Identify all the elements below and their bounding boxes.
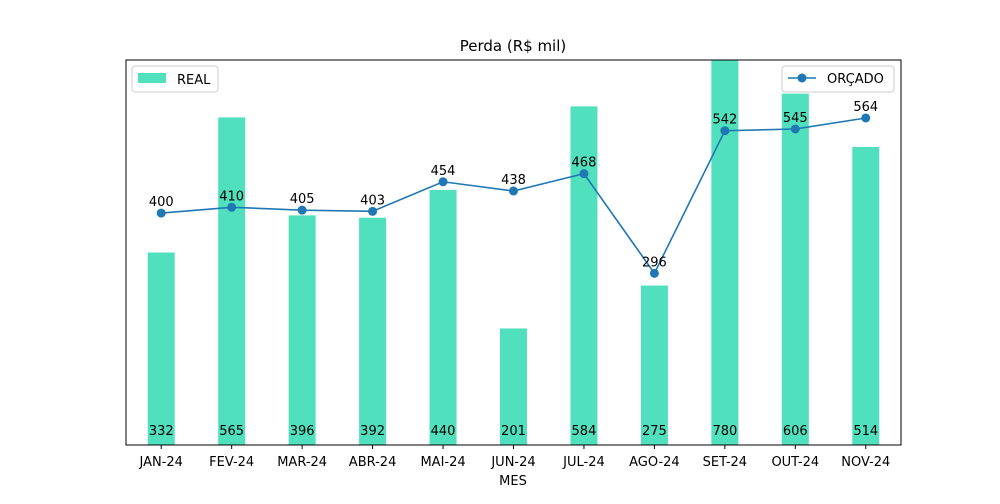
bar-mai-24 [429,189,457,445]
x-axis-label: MES [499,474,527,489]
bar-ago-24 [640,285,668,445]
x-tick-label: NOV-24 [841,455,890,470]
bar-value-label: 584 [572,424,597,439]
legend-orcado-box [781,65,895,93]
bar-nov-24 [852,146,880,445]
orcado-line [161,117,866,275]
bar-value-label: 514 [853,424,878,439]
orcado-point-set-24 [720,126,730,136]
orcado-value-label: 403 [360,193,385,208]
bar-value-label: 396 [290,424,315,439]
bar-out-24 [781,93,809,445]
orcado-value-label: 438 [501,173,526,188]
legend-real-swatch [138,73,166,83]
bar-value-label: 201 [501,424,526,439]
orcado-value-label: 564 [853,100,878,115]
bar-jun-24 [500,328,527,445]
orcado-point-ago-24 [649,268,659,278]
legend-orcado-label: ORÇADO [827,72,884,87]
x-tick-label: AGO-24 [629,455,680,470]
orcado-value-label: 296 [642,255,667,270]
orcado-value-label: 405 [290,192,315,207]
orcado-point-fev-24 [227,202,237,212]
bar-value-label: 780 [712,424,737,439]
bar-value-label: 440 [431,424,456,439]
orcado-point-mai-24 [438,177,448,187]
bar-jan-24 [147,252,175,445]
legend-real: REAL [131,65,219,93]
bar-value-label: 565 [219,424,244,439]
chart-title: Perda (R$ mil) [460,37,567,55]
x-tick-label: OUT-24 [771,455,819,470]
x-tick-label: SET-24 [703,455,747,470]
bar-value-label: 392 [360,424,385,439]
x-tick-label: ABR-24 [349,455,397,470]
orcado-value-label: 542 [712,113,737,128]
orcado-point-jul-24 [579,169,589,179]
orcado-line-series [156,113,871,278]
orcado-point-out-24 [790,124,800,134]
x-tick-label: MAR-24 [277,455,327,470]
legend-real-label: REAL [177,73,211,88]
x-axis-ticks: JAN-24 FEV-24 MAR-24 ABR-24 MAI-24 JUN-24 JUL-… [138,445,890,470]
orcado-value-label: 454 [431,164,456,179]
bar-mar-24 [288,215,316,445]
x-tick-label: JUL-24 [562,455,605,470]
legend-real-box [131,65,219,93]
orcado-point-abr-24 [368,206,378,216]
x-tick-label: JUN-24 [490,455,535,470]
x-tick-label: JAN-24 [138,455,182,470]
orcado-point-mar-24 [297,205,307,215]
orcado-point-jan-24 [156,208,166,218]
bar-value-label: 275 [642,424,667,439]
bar-fev-24 [218,117,246,446]
orcado-value-label: 468 [572,156,597,171]
x-tick-label: MAI-24 [420,455,465,470]
orcado-point-jun-24 [509,186,518,196]
bar-value-label: 332 [149,424,174,439]
real-bars [147,60,880,446]
orcado-point-labels: 400 410 405 403 454 438 468 296 542 545 564 [149,100,878,270]
orcado-value-label: 410 [219,189,244,204]
bar-set-24 [711,60,739,445]
orcado-value-label: 545 [783,111,808,126]
bar-value-label: 606 [783,424,808,439]
orcado-point-nov-24 [861,113,871,123]
x-tick-label: FEV-24 [209,455,254,470]
legend-orcado: ORÇADO [781,65,895,93]
orcado-value-label: 400 [149,195,174,210]
real-bar-labels: 332 565 396 392 440 201 584 275 780 606 514 [149,424,878,439]
bar-jul-24 [570,106,598,445]
bar-abr-24 [359,217,387,445]
legend-orcado-marker [797,73,807,83]
